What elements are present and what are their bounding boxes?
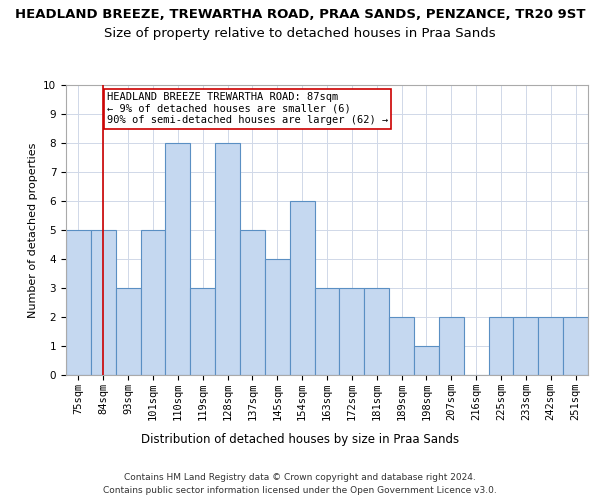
- Bar: [166, 143, 190, 375]
- Text: HEADLAND BREEZE TREWARTHA ROAD: 87sqm
← 9% of detached houses are smaller (6)
90: HEADLAND BREEZE TREWARTHA ROAD: 87sqm ← …: [107, 92, 388, 126]
- Y-axis label: Number of detached properties: Number of detached properties: [28, 142, 38, 318]
- Bar: [290, 201, 314, 375]
- Bar: [91, 230, 116, 375]
- Text: Size of property relative to detached houses in Praa Sands: Size of property relative to detached ho…: [104, 28, 496, 40]
- Bar: [563, 317, 588, 375]
- Bar: [538, 317, 563, 375]
- Text: Distribution of detached houses by size in Praa Sands: Distribution of detached houses by size …: [141, 432, 459, 446]
- Bar: [265, 259, 290, 375]
- Bar: [190, 288, 215, 375]
- Bar: [215, 143, 240, 375]
- Bar: [314, 288, 340, 375]
- Text: HEADLAND BREEZE, TREWARTHA ROAD, PRAA SANDS, PENZANCE, TR20 9ST: HEADLAND BREEZE, TREWARTHA ROAD, PRAA SA…: [15, 8, 585, 20]
- Bar: [140, 230, 166, 375]
- Bar: [240, 230, 265, 375]
- Bar: [116, 288, 140, 375]
- Bar: [364, 288, 389, 375]
- Bar: [414, 346, 439, 375]
- Bar: [66, 230, 91, 375]
- Bar: [488, 317, 514, 375]
- Bar: [389, 317, 414, 375]
- Bar: [514, 317, 538, 375]
- Text: Contains public sector information licensed under the Open Government Licence v3: Contains public sector information licen…: [103, 486, 497, 495]
- Bar: [439, 317, 464, 375]
- Bar: [340, 288, 364, 375]
- Text: Contains HM Land Registry data © Crown copyright and database right 2024.: Contains HM Land Registry data © Crown c…: [124, 472, 476, 482]
